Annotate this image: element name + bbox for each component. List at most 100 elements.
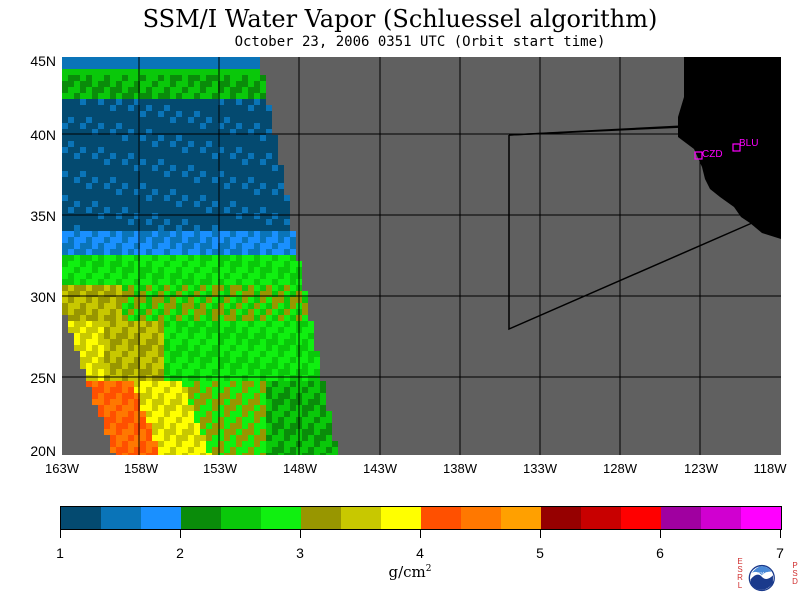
swath-pixel [182, 345, 188, 351]
swath-pixel [164, 129, 170, 135]
swath-pixel [218, 273, 224, 279]
swath-pixel [182, 423, 188, 429]
swath-pixel [68, 243, 74, 249]
swath-pixel [134, 297, 140, 303]
swath-pixel [122, 225, 128, 231]
colorbar-label-5: 5 [536, 545, 544, 561]
swath-pixel [128, 237, 134, 243]
swath-pixel [188, 117, 194, 123]
swath-pixel [134, 303, 140, 309]
swath-pixel [152, 375, 158, 381]
swath-pixel [164, 105, 170, 111]
swath-pixel [206, 351, 212, 357]
swath-pixel [308, 453, 314, 455]
swath-pixel [248, 387, 254, 393]
swath-pixel [104, 261, 110, 267]
swath-pixel [104, 345, 110, 351]
swath-pixel [110, 321, 116, 327]
swath-pixel [212, 111, 218, 117]
swath-pixel [308, 357, 314, 363]
satellite-swath [62, 57, 338, 455]
swath-pixel [266, 279, 272, 285]
swath-pixel [134, 105, 140, 111]
swath-pixel [80, 285, 86, 291]
swath-pixel [200, 75, 206, 81]
swath-pixel [104, 105, 110, 111]
swath-pixel [182, 129, 188, 135]
swath-pixel [110, 387, 116, 393]
swath-pixel [260, 447, 266, 453]
swath-pixel [164, 411, 170, 417]
swath-pixel [128, 183, 134, 189]
swath-pixel [212, 429, 218, 435]
swath-pixel [176, 297, 182, 303]
swath-pixel [86, 171, 92, 177]
swath-pixel [230, 249, 236, 255]
swath-pixel [188, 69, 194, 75]
swath-pixel [116, 183, 122, 189]
swath-pixel [272, 219, 278, 225]
swath-pixel [320, 429, 326, 435]
swath-pixel [326, 441, 332, 447]
swath-pixel [140, 111, 146, 117]
swath-pixel [62, 93, 68, 99]
swath-pixel [152, 279, 158, 285]
swath-pixel [242, 177, 248, 183]
swath-pixel [206, 345, 212, 351]
swath-pixel [254, 201, 260, 207]
swath-pixel [158, 183, 164, 189]
swath-pixel [122, 309, 128, 315]
swath-pixel [266, 111, 272, 117]
swath-pixel [176, 141, 182, 147]
swath-pixel [230, 207, 236, 213]
swath-pixel [254, 123, 260, 129]
swath-pixel [200, 399, 206, 405]
swath-pixel [242, 327, 248, 333]
swath-pixel [62, 147, 68, 153]
swath-pixel [110, 423, 116, 429]
swath-pixel [272, 135, 278, 141]
swath-pixel [260, 225, 266, 231]
swath-pixel [326, 417, 332, 423]
swath-pixel [188, 267, 194, 273]
swath-pixel [146, 417, 152, 423]
swath-pixel [272, 441, 278, 447]
swath-pixel [146, 69, 152, 75]
swath-pixel [122, 453, 128, 455]
swath-pixel [116, 63, 122, 69]
swath-pixel [122, 285, 128, 291]
swath-pixel [104, 309, 110, 315]
swath-pixel [272, 357, 278, 363]
swath-pixel [158, 201, 164, 207]
swath-pixel [266, 237, 272, 243]
swath-pixel [134, 285, 140, 291]
swath-pixel [260, 357, 266, 363]
swath-pixel [248, 447, 254, 453]
swath-pixel [128, 147, 134, 153]
swath-pixel [254, 381, 260, 387]
swath-pixel [236, 195, 242, 201]
swath-pixel [212, 405, 218, 411]
swath-pixel [92, 399, 98, 405]
swath-pixel [236, 399, 242, 405]
swath-pixel [116, 405, 122, 411]
swath-pixel [68, 327, 74, 333]
swath-pixel [230, 333, 236, 339]
swath-pixel [146, 231, 152, 237]
swath-pixel [218, 327, 224, 333]
swath-pixel [224, 195, 230, 201]
swath-pixel [224, 99, 230, 105]
swath-pixel [284, 327, 290, 333]
swath-pixel [236, 285, 242, 291]
swath-pixel [140, 369, 146, 375]
swath-pixel [140, 453, 146, 455]
swath-pixel [158, 99, 164, 105]
swath-pixel [140, 315, 146, 321]
swath-pixel [218, 123, 224, 129]
swath-pixel [206, 453, 212, 455]
swath-pixel [164, 93, 170, 99]
swath-pixel [152, 141, 158, 147]
swath-pixel [176, 429, 182, 435]
swath-pixel [80, 303, 86, 309]
swath-pixel [266, 123, 272, 129]
